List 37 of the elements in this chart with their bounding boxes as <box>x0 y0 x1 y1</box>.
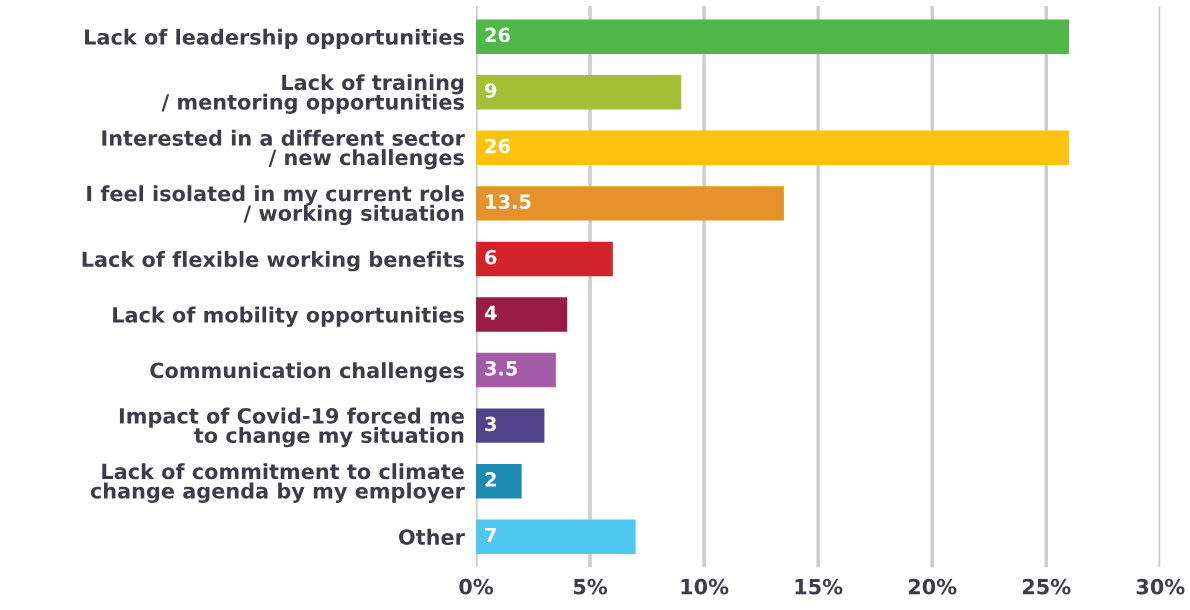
data-label: 13.5 <box>486 194 531 209</box>
data-label: 3 <box>485 416 496 432</box>
y-tick-label: Lack of flexible working benefits <box>82 251 464 272</box>
bar <box>476 19 1070 54</box>
bar <box>476 352 556 388</box>
x-tick-label: 25% <box>1022 578 1071 595</box>
data-label: 7 <box>485 527 496 543</box>
y-tick-label: Lack of mobility opportunities <box>113 306 464 327</box>
bar <box>476 186 784 221</box>
y-tick-label: Lack of leadership opportunities <box>85 28 464 49</box>
bar <box>476 519 636 554</box>
data-label: 26 <box>485 27 510 43</box>
y-tick-label: I feel isolated in my current role / working situation <box>87 185 464 226</box>
data-label: 2 <box>485 472 496 487</box>
bar <box>476 241 613 277</box>
y-tick-label: Communication challenges <box>150 362 464 383</box>
y-tick-label: Impact of Covid-19 forced me to change my situation <box>119 407 464 448</box>
bar <box>476 130 1070 166</box>
bar <box>476 408 545 443</box>
data-label: 4 <box>484 305 497 320</box>
x-tick-label: 0% <box>459 578 494 595</box>
x-tick-label: 15% <box>795 578 843 595</box>
x-tick-label: 10% <box>681 578 729 595</box>
bar <box>476 75 682 110</box>
data-label: 26 <box>485 138 510 154</box>
data-label: 6 <box>485 249 497 265</box>
data-label: 9 <box>484 83 497 98</box>
x-tick-label: 30% <box>1136 578 1185 595</box>
y-tick-label: Lack of training / mentoring opportunities <box>161 74 464 115</box>
x-tick-label: 5% <box>573 578 608 595</box>
y-tick-label: Other <box>399 528 465 545</box>
bar <box>476 297 568 332</box>
y-tick-label: Lack of commitment to climate change agenda by my employer <box>90 463 465 503</box>
x-tick-label: 20% <box>908 578 957 595</box>
y-tick-label: Interested in a different sector / new challenges <box>102 129 465 170</box>
data-label: 3.5 <box>485 360 518 376</box>
bar <box>476 463 522 499</box>
